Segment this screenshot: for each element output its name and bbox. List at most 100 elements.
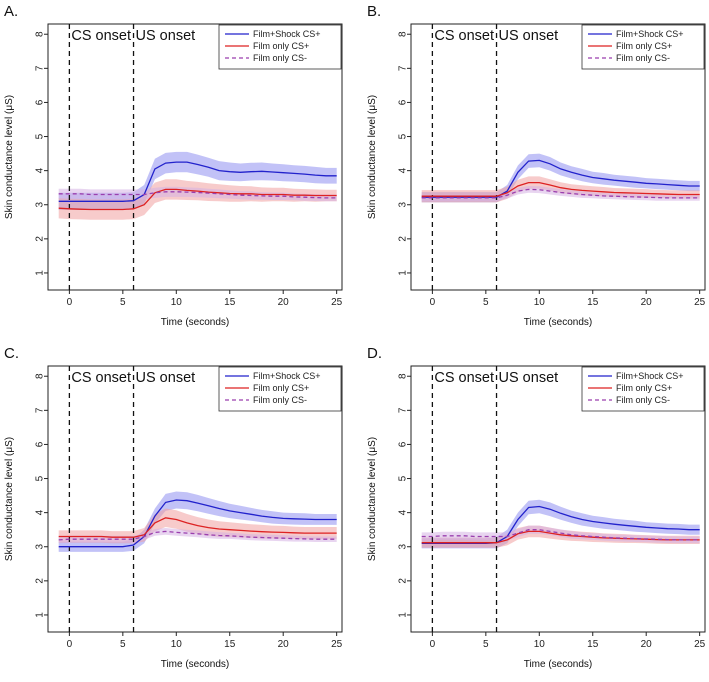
y-tick-label: 7 bbox=[398, 65, 409, 71]
cs-onset-label: CS onset bbox=[434, 370, 494, 386]
x-tick-label: 20 bbox=[278, 639, 290, 650]
y-tick-label: 5 bbox=[398, 475, 409, 481]
series-line-3 bbox=[421, 529, 700, 541]
y-tick-label: 2 bbox=[35, 236, 46, 242]
x-tick-label: 20 bbox=[641, 297, 653, 308]
legend-entry-2: Film only CS+ bbox=[253, 383, 309, 393]
x-tick-label: 10 bbox=[534, 297, 546, 308]
chart-panel-4: D. 1 2 3 4 5 6 7 8 0 5 10 15 20 25 Time (seconds) Skin c… bbox=[367, 345, 706, 670]
x-tick-label: 15 bbox=[587, 639, 599, 650]
y-tick-label: 4 bbox=[398, 509, 409, 515]
us-onset-label: US onset bbox=[499, 370, 559, 386]
x-tick-label: 10 bbox=[171, 297, 183, 308]
y-tick-label: 5 bbox=[35, 475, 46, 481]
y-tick-label: 6 bbox=[35, 99, 46, 105]
series-band-3 bbox=[58, 528, 337, 544]
us-onset-label: US onset bbox=[136, 370, 196, 386]
series-line-2 bbox=[58, 517, 337, 538]
x-tick-label: 20 bbox=[641, 639, 653, 650]
series-line-2 bbox=[58, 188, 337, 211]
x-tick-label: 5 bbox=[120, 297, 126, 308]
legend-entry-1: Film+Shock CS+ bbox=[253, 371, 321, 381]
y-tick-label: 8 bbox=[398, 373, 409, 379]
us-onset-label: US onset bbox=[136, 28, 196, 44]
series-line-1 bbox=[58, 499, 337, 548]
x-tick-label: 0 bbox=[430, 639, 436, 650]
x-tick-label: 5 bbox=[483, 297, 489, 308]
chart-panel-1: A. 1 2 3 4 5 6 7 8 0 5 10 15 20 25 Time (seconds) Skin c… bbox=[4, 3, 343, 328]
y-tick-label: 4 bbox=[35, 167, 46, 173]
y-tick-label: 8 bbox=[398, 31, 409, 37]
y-tick-label: 1 bbox=[398, 612, 409, 618]
us-onset-label: US onset bbox=[499, 28, 559, 44]
series-line-3 bbox=[58, 191, 337, 199]
x-tick-label: 15 bbox=[224, 639, 236, 650]
legend-box bbox=[218, 24, 342, 70]
y-tick-label: 3 bbox=[398, 202, 409, 208]
x-tick-label: 0 bbox=[67, 297, 73, 308]
panel-letter: D. bbox=[367, 345, 382, 362]
x-tick-label: 0 bbox=[430, 297, 436, 308]
x-axis-label: Time (seconds) bbox=[161, 659, 230, 670]
x-tick-label: 5 bbox=[483, 639, 489, 650]
x-tick-label: 5 bbox=[120, 639, 126, 650]
y-tick-label: 4 bbox=[398, 167, 409, 173]
y-tick-label: 8 bbox=[35, 373, 46, 379]
chart-panel-2: B. 1 2 3 4 5 6 7 8 0 5 10 15 20 25 Time (seconds) Skin c… bbox=[367, 3, 706, 328]
y-axis-label: Skin conductance level (μS) bbox=[367, 95, 378, 219]
x-tick-label: 25 bbox=[694, 297, 706, 308]
x-axis-label: Time (seconds) bbox=[524, 659, 593, 670]
cs-onset-label: CS onset bbox=[434, 28, 494, 44]
legend-box bbox=[218, 366, 342, 412]
y-axis-label: Skin conductance level (μS) bbox=[4, 95, 15, 219]
legend-entry-1: Film+Shock CS+ bbox=[253, 29, 321, 39]
y-tick-label: 4 bbox=[35, 509, 46, 515]
series-line-2 bbox=[421, 181, 700, 197]
legend-entry-3: Film only CS- bbox=[616, 53, 670, 63]
cs-onset-label: CS onset bbox=[71, 28, 131, 44]
x-tick-label: 15 bbox=[224, 297, 236, 308]
y-tick-label: 7 bbox=[398, 407, 409, 413]
y-tick-label: 1 bbox=[35, 270, 46, 276]
legend-entry-1: Film+Shock CS+ bbox=[616, 371, 684, 381]
x-axis-label: Time (seconds) bbox=[524, 317, 593, 328]
series-line-1 bbox=[421, 159, 700, 198]
plot-frame bbox=[410, 365, 706, 633]
x-tick-label: 10 bbox=[171, 639, 183, 650]
x-tick-label: 20 bbox=[278, 297, 290, 308]
legend-box bbox=[581, 24, 705, 70]
x-tick-label: 25 bbox=[694, 639, 706, 650]
series-line-3 bbox=[58, 530, 337, 541]
y-tick-label: 2 bbox=[398, 578, 409, 584]
legend-entry-2: Film only CS+ bbox=[616, 41, 672, 51]
y-tick-label: 2 bbox=[398, 236, 409, 242]
plot-frame bbox=[47, 23, 343, 291]
plot-frame bbox=[47, 365, 343, 633]
legend-entry-2: Film only CS+ bbox=[616, 383, 672, 393]
series-line-3 bbox=[421, 188, 700, 199]
legend-box bbox=[581, 366, 705, 412]
x-axis-label: Time (seconds) bbox=[161, 317, 230, 328]
plot-frame bbox=[410, 23, 706, 291]
x-tick-label: 15 bbox=[587, 297, 599, 308]
panel-letter: C. bbox=[4, 345, 19, 362]
x-tick-label: 10 bbox=[534, 639, 546, 650]
y-tick-label: 7 bbox=[35, 407, 46, 413]
y-tick-label: 1 bbox=[35, 612, 46, 618]
y-tick-label: 1 bbox=[398, 270, 409, 276]
series-band-3 bbox=[58, 186, 337, 202]
x-tick-label: 0 bbox=[67, 639, 73, 650]
y-axis-label: Skin conductance level (μS) bbox=[367, 437, 378, 561]
y-axis-label: Skin conductance level (μS) bbox=[4, 437, 15, 561]
series-line-1 bbox=[58, 161, 337, 202]
y-tick-label: 5 bbox=[35, 133, 46, 139]
y-tick-label: 3 bbox=[398, 544, 409, 550]
y-tick-label: 8 bbox=[35, 31, 46, 37]
y-tick-label: 6 bbox=[35, 441, 46, 447]
legend-entry-3: Film only CS- bbox=[253, 395, 307, 405]
x-tick-label: 25 bbox=[331, 639, 343, 650]
y-tick-label: 5 bbox=[398, 133, 409, 139]
cs-onset-label: CS onset bbox=[71, 370, 131, 386]
legend-entry-1: Film+Shock CS+ bbox=[616, 29, 684, 39]
